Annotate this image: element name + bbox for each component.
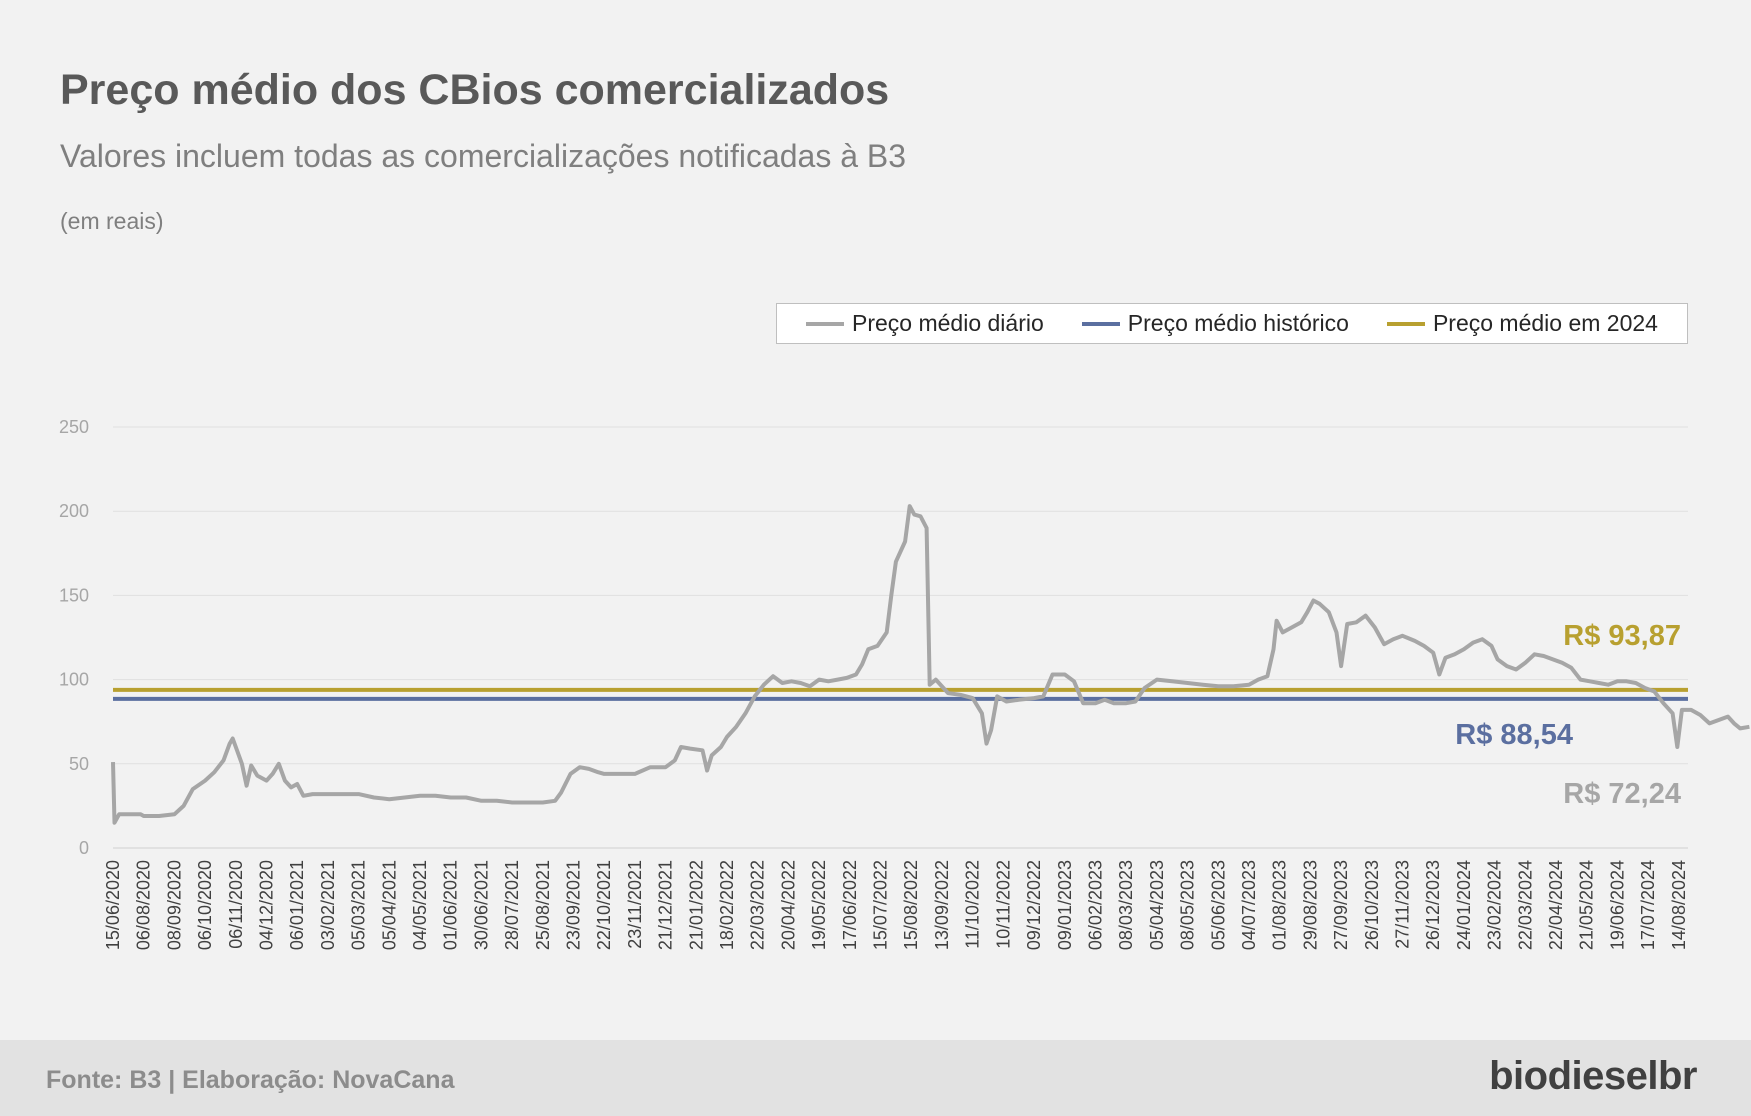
x-tick-label: 05/03/2021: [349, 860, 369, 950]
legend: Preço médio diário Preço médio histórico…: [776, 303, 1688, 344]
x-tick-label: 27/09/2023: [1331, 860, 1351, 950]
value-annotation: R$ 72,24: [1563, 778, 1681, 810]
x-tick-label: 23/09/2021: [564, 860, 584, 950]
x-tick-label: 21/05/2024: [1577, 860, 1597, 950]
footer-bar: [0, 1040, 1751, 1116]
x-tick-label: 15/08/2022: [901, 860, 921, 950]
chart-title: Preço médio dos CBios comercializados: [60, 66, 890, 114]
value-annotation: R$ 88,54: [1455, 719, 1573, 751]
chart-subtitle: Valores incluem todas as comercializaçõe…: [60, 138, 907, 174]
x-tick-label: 08/03/2023: [1116, 860, 1136, 950]
x-tick-label: 04/12/2020: [257, 860, 277, 950]
x-tick-label: 22/04/2024: [1546, 860, 1566, 950]
x-tick-label: 19/06/2024: [1607, 860, 1627, 950]
x-tick-label: 06/01/2021: [287, 860, 307, 950]
x-tick-label: 08/05/2023: [1178, 860, 1198, 950]
x-tick-label: 28/07/2021: [502, 860, 522, 950]
line-chart: 0 50 100 150 200 250 15/06/2020 06/08/2020 08/09…: [59, 417, 1750, 950]
legend-label-daily: Preço médio diário: [852, 310, 1044, 336]
series-line-daily-price: [111, 504, 1750, 825]
x-tick-label: 13/09/2022: [932, 860, 952, 950]
legend-item-historic: Preço médio histórico: [1081, 310, 1349, 337]
x-tick-label: 01/06/2021: [441, 860, 461, 950]
unit-label: (em reais): [60, 208, 164, 234]
y-tick-label: 0: [79, 838, 89, 858]
x-tick-label: 20/04/2022: [778, 860, 798, 950]
legend-label-historic: Preço médio histórico: [1127, 310, 1349, 336]
x-tick-label: 15/06/2020: [103, 860, 123, 950]
x-tick-label: 15/07/2022: [871, 860, 891, 950]
x-tick-label: 08/09/2020: [164, 860, 184, 950]
x-tick-label: 04/07/2023: [1239, 860, 1259, 950]
x-tick-label: 18/02/2022: [717, 860, 737, 950]
x-tick-label: 10/11/2022: [993, 860, 1013, 949]
x-tick-label: 26/10/2023: [1362, 860, 1382, 950]
legend-swatch-daily: [806, 321, 844, 326]
legend-swatch-historic: [1081, 321, 1120, 326]
legend-item-2024: Preço médio em 2024: [1386, 310, 1658, 337]
x-tick-label: 24/01/2024: [1454, 860, 1474, 950]
legend-label-2024: Preço médio em 2024: [1432, 310, 1658, 336]
value-annotation: R$ 93,87: [1563, 620, 1681, 652]
x-tick-label: 22/10/2021: [594, 860, 614, 950]
y-tick-label: 200: [59, 501, 89, 521]
x-tick-label: 09/12/2022: [1024, 860, 1044, 950]
x-tick-label: 01/08/2023: [1270, 860, 1290, 950]
x-tick-label: 14/08/2024: [1669, 860, 1689, 950]
source-note: Fonte: B3 | Elaboração: NovaCana: [46, 1066, 455, 1094]
x-tick-label: 06/10/2020: [195, 860, 215, 950]
x-tick-label: 17/07/2024: [1638, 860, 1658, 950]
x-tick-label: 05/04/2023: [1147, 860, 1167, 950]
x-tick-label: 03/02/2021: [318, 860, 338, 950]
y-tick-label: 150: [59, 585, 89, 605]
x-tick-label: 11/10/2022: [963, 860, 983, 949]
x-tick-label: 17/06/2022: [840, 860, 860, 950]
x-tick-label: 05/06/2023: [1208, 860, 1228, 950]
y-tick-label: 100: [59, 670, 89, 690]
x-tick-label: 05/04/2021: [379, 860, 399, 950]
legend-item-daily: Preço médio diário: [806, 310, 1044, 337]
x-tick-label: 25/08/2021: [533, 860, 553, 950]
x-tick-label: 29/08/2023: [1300, 860, 1320, 950]
y-tick-label: 50: [69, 754, 89, 774]
x-tick-label: 19/05/2022: [809, 860, 829, 950]
x-tick-label: 21/12/2021: [656, 860, 676, 950]
x-tick-label: 27/11/2023: [1392, 860, 1412, 949]
legend-swatch-2024: [1386, 321, 1425, 326]
y-tick-label: 250: [59, 417, 89, 437]
x-tick-label: 06/02/2023: [1085, 860, 1105, 950]
x-tick-label: 06/11/2020: [226, 860, 246, 949]
x-tick-label: 26/12/2023: [1423, 860, 1443, 950]
x-tick-label: 23/02/2024: [1485, 860, 1505, 950]
x-tick-label: 06/08/2020: [134, 860, 154, 950]
brand-logo: biodieselbr: [1489, 1054, 1697, 1098]
x-tick-label: 22/03/2024: [1515, 860, 1535, 950]
x-tick-label: 30/06/2021: [471, 860, 491, 950]
x-tick-label: 09/01/2023: [1055, 860, 1075, 950]
x-tick-label: 23/11/2021: [625, 860, 645, 949]
x-tick-label: 21/01/2022: [686, 860, 706, 950]
x-tick-label: 22/03/2022: [748, 860, 768, 950]
x-tick-label: 04/05/2021: [410, 860, 430, 950]
